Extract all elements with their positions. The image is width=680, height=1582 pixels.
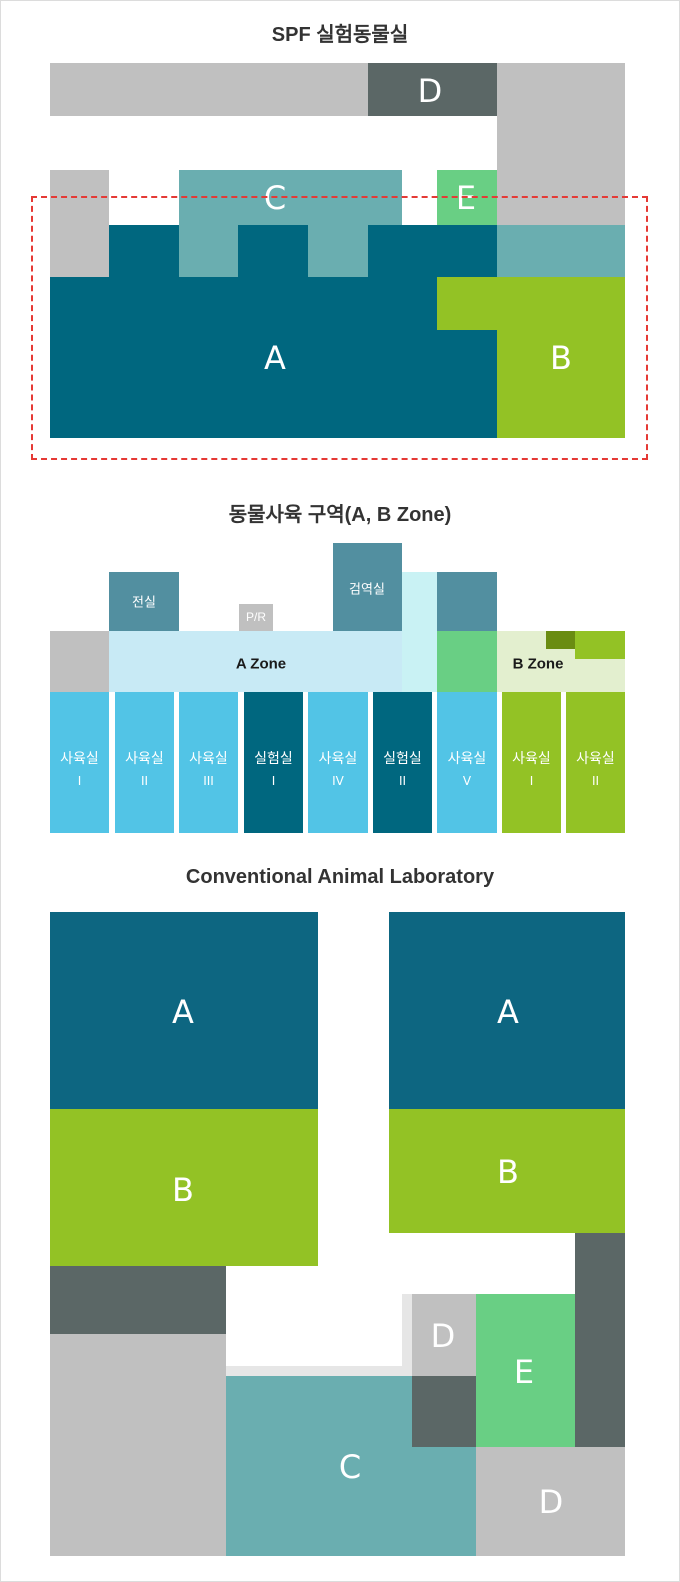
jeonsil-room [109, 572, 179, 631]
b-zone-dark-block [546, 631, 575, 649]
connector-passage [402, 572, 437, 692]
spf-area-c-right [497, 225, 625, 277]
spf-label-a: A [264, 339, 286, 377]
zones-title: 동물사육 구역(A, B Zone) [228, 504, 452, 526]
conv-label-c: C [338, 1448, 362, 1486]
spf-label-e: E [455, 179, 477, 217]
room-number: II [398, 774, 407, 788]
pr-label: P/R [245, 610, 267, 624]
room-number: IV [332, 774, 344, 788]
spf-label-c: C [263, 179, 287, 217]
room-name: 실험실 [254, 750, 293, 766]
conv-dark-block-mid [412, 1376, 476, 1447]
spf-right-column [497, 63, 625, 225]
conv-area-a-right [389, 912, 625, 1109]
top-right-room [437, 572, 497, 631]
pr-room [239, 604, 273, 631]
conv-label-a-left: A [172, 993, 194, 1031]
room-number: III [203, 774, 214, 788]
room-number: V [462, 774, 472, 788]
a-zone-corridor [109, 631, 402, 692]
room-5: 사육실 IV [308, 692, 368, 833]
room-number: I [271, 774, 276, 788]
spf-area-b [497, 277, 625, 438]
room-name: 사육실 [60, 750, 99, 766]
a-zone-label: A Zone [235, 655, 287, 673]
conv-area-a-left [50, 912, 318, 1109]
spf-top-corridor [50, 63, 368, 116]
conv-label-d-bottom: D [538, 1483, 564, 1521]
zone-highlight-outline [31, 196, 648, 460]
spf-area-b-notch [437, 277, 497, 330]
zone-left-corner [50, 631, 109, 692]
room-name: 실험실 [383, 750, 422, 766]
room-1: 사육실 I [50, 692, 109, 833]
room-4: 실험실 I [244, 692, 303, 833]
spf-left-column [50, 170, 109, 277]
spf-label-b: B [550, 339, 572, 377]
b-zone-label: B Zone [512, 655, 564, 673]
conv-label-a-right: A [497, 993, 519, 1031]
conv-area-e [476, 1294, 575, 1447]
green-buffer [437, 631, 497, 692]
room-7: 사육실 V [437, 692, 497, 833]
room-2: 사육실 II [115, 692, 174, 833]
conv-area-d-bottom [476, 1447, 625, 1556]
spf-area-d [368, 63, 497, 116]
room-name: 사육실 [512, 750, 551, 766]
room-8: 사육실 I [502, 692, 561, 833]
spf-area-a-upper [109, 225, 497, 277]
conv-passage-vertical [402, 1294, 412, 1376]
room-number: I [77, 774, 82, 788]
room-name: 사육실 [318, 750, 358, 766]
room-name: 사육실 [576, 750, 615, 766]
conv-gray-block-left [50, 1334, 226, 1556]
room-number: II [140, 774, 149, 788]
room-6: 실험실 II [373, 692, 432, 833]
spf-label-d: D [417, 72, 443, 110]
spf-title: SPF 실험동물실 [271, 24, 409, 46]
conv-label-b-right: B [497, 1153, 519, 1191]
room-name: 사육실 [125, 750, 164, 766]
spf-area-c-leg-right [308, 225, 368, 277]
spf-area-c-leg-left [179, 225, 238, 277]
room-number: I [529, 774, 534, 788]
conv-dark-block-left [50, 1266, 226, 1334]
geomyeok-label: 검역실 [349, 581, 385, 597]
room-number: II [591, 774, 600, 788]
conv-area-b-right [389, 1109, 625, 1233]
b-zone-lime-block [575, 631, 625, 659]
conv-area-d-mid [412, 1294, 476, 1376]
conv-label-e: E [513, 1353, 535, 1391]
conv-passage-horizontal [226, 1366, 402, 1376]
room-name: 사육실 [189, 750, 228, 766]
room-9: 사육실 II [566, 692, 625, 833]
conv-area-b-left [50, 1109, 318, 1266]
jeonsil-label: 전실 [132, 594, 156, 610]
conv-dark-column-right [575, 1233, 625, 1447]
conv-label-d-mid: D [430, 1317, 456, 1355]
room-name: 사육실 [447, 750, 487, 766]
conventional-title: Conventional Animal Laboratory [185, 866, 495, 888]
spf-area-a [50, 277, 497, 438]
room-3: 사육실 III [179, 692, 238, 833]
conv-label-b-left: B [172, 1171, 194, 1209]
geomyeok-room [333, 543, 402, 631]
